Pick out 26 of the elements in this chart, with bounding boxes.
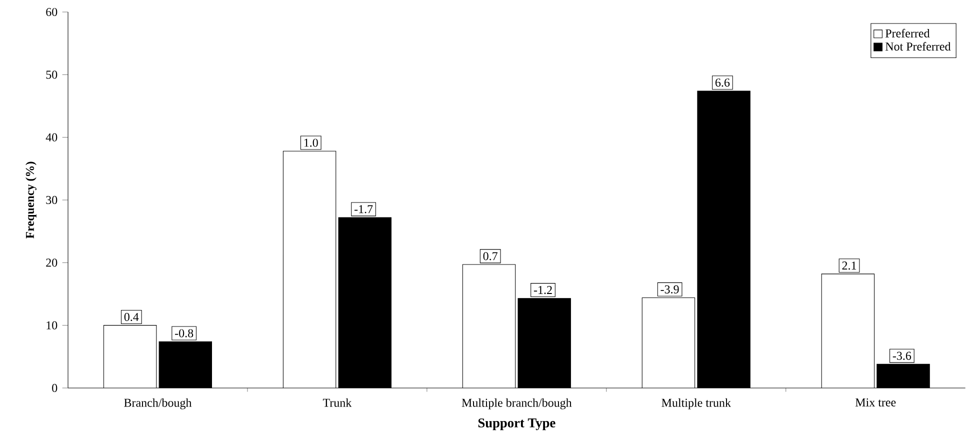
legend-label: Preferred xyxy=(885,28,930,38)
annotation: 6.6 xyxy=(715,78,730,87)
x-axis-title: Support Type xyxy=(478,418,556,430)
y-tick-label: 0 xyxy=(52,384,58,392)
y-axis-title: Frequency (%) xyxy=(26,162,36,238)
annotation: -3.9 xyxy=(660,285,679,294)
annotation: -1.2 xyxy=(534,286,552,294)
y-tick-label: 40 xyxy=(46,133,58,142)
annotation: -1.7 xyxy=(354,205,373,214)
x-tick-label: Branch/bough xyxy=(124,398,192,410)
legend-label: Not Preferred xyxy=(885,42,951,51)
x-tick-label: Multiple branch/bough xyxy=(462,398,572,410)
annotation: -0.8 xyxy=(175,329,194,338)
x-tick-label: Multiple trunk xyxy=(662,398,731,410)
y-tick-label: 20 xyxy=(46,258,58,267)
y-tick-label: 60 xyxy=(46,8,58,16)
y-tick-label: 30 xyxy=(46,196,58,204)
annotation: -3.6 xyxy=(892,352,912,360)
y-tick-label: 50 xyxy=(46,70,58,79)
annotation: 2.1 xyxy=(842,262,856,270)
x-tick-label: Mix tree xyxy=(855,398,896,406)
annotation: 1.0 xyxy=(304,138,318,147)
x-tick-label: Trunk xyxy=(322,398,352,407)
y-tick-label: 10 xyxy=(46,321,58,330)
annotation: 0.4 xyxy=(124,312,139,322)
annotation: 0.7 xyxy=(483,252,498,260)
